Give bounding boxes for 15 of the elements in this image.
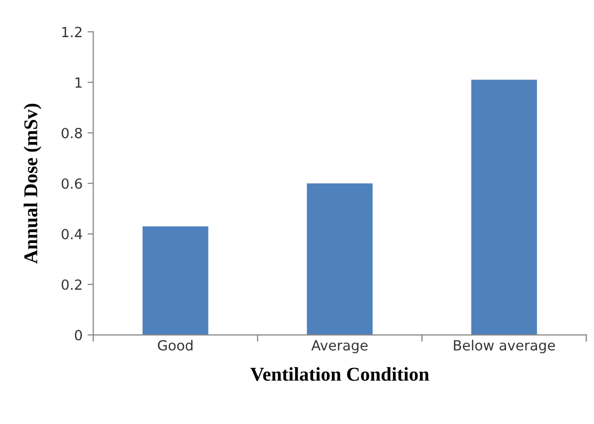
bar — [471, 80, 537, 335]
x-axis-title: Ventilation Condition — [250, 367, 430, 381]
y-tick-label: 0.2 — [62, 279, 82, 290]
y-tick-label: 0.8 — [62, 128, 82, 138]
bar — [306, 183, 373, 335]
y-tick-label: 0 — [74, 330, 82, 340]
x-tick-label: Average — [311, 340, 368, 354]
x-tick-label: Good — [158, 340, 192, 351]
y-tick-label: 0.4 — [62, 228, 82, 240]
x-tick-label: Below average — [454, 340, 555, 354]
bar — [142, 226, 208, 335]
y-tick-label: 1.2 — [62, 26, 82, 38]
y-tick-label: 0.6 — [62, 178, 82, 189]
y-axis-title: Annual Dose (mSv) — [24, 104, 42, 264]
y-tick-label: 1 — [76, 77, 82, 88]
